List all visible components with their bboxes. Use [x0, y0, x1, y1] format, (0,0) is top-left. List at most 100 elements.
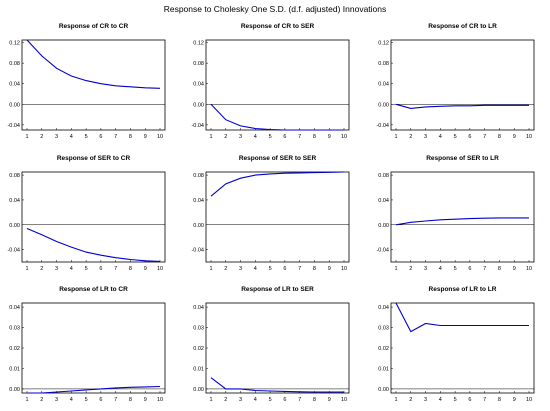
- y-tick-label: 0.00: [9, 387, 20, 393]
- irf-panel-5: Response of SER to SER -0.04 0.00 0.04 0.08 1…: [191, 155, 350, 272]
- x-tick-label: 2: [224, 134, 227, 140]
- x-tick-label: 1: [394, 397, 397, 403]
- x-tick-label: 6: [468, 397, 471, 403]
- x-tick-label: 1: [394, 134, 397, 140]
- y-tick-label: 0.04: [193, 82, 204, 88]
- x-tick-label: 10: [526, 266, 532, 272]
- x-tick-label: 3: [239, 134, 242, 140]
- figure-title: Response to Cholesky One S.D. (d.f. adju…: [163, 4, 387, 14]
- y-tick-label: 0.12: [193, 41, 204, 47]
- y-tick-label: 0.02: [378, 346, 389, 352]
- x-tick-label: 4: [70, 397, 73, 403]
- x-tick-label: 9: [328, 134, 331, 140]
- x-tick-label: 8: [313, 266, 316, 272]
- plot-frame: [21, 39, 166, 131]
- panel-title: Response of CR to SER: [241, 23, 315, 30]
- y-tick-label: 0.04: [9, 82, 20, 88]
- panel-title: Response of LR to LR: [429, 286, 497, 293]
- x-tick-label: 1: [25, 397, 28, 403]
- y-tick-label: 0.08: [9, 173, 20, 179]
- x-tick-label: 9: [513, 266, 516, 272]
- x-tick-label: 6: [283, 397, 286, 403]
- y-tick-label: 0.00: [193, 223, 204, 229]
- y-tick-label: -0.04: [7, 248, 20, 254]
- x-tick-label: 5: [85, 266, 88, 272]
- irf-panel-7: Response of LR to CR 0.00 0.01 0.02 0.03 0.04…: [9, 286, 166, 403]
- y-tick-label: 0.04: [9, 198, 20, 204]
- y-tick-label: 0.00: [193, 387, 204, 393]
- irf-panel-4: Response of SER to CR -0.04 0.00 0.04 0.08 1 2…: [7, 155, 166, 272]
- x-tick-label: 9: [144, 266, 147, 272]
- x-tick-label: 7: [483, 397, 486, 403]
- x-tick-label: 7: [298, 266, 301, 272]
- x-tick-label: 6: [283, 266, 286, 272]
- x-tick-label: 6: [283, 134, 286, 140]
- x-tick-label: 2: [409, 397, 412, 403]
- x-tick-label: 9: [144, 397, 147, 403]
- y-tick-label: -0.04: [7, 123, 20, 129]
- x-tick-label: 4: [254, 266, 257, 272]
- plot-frame: [21, 302, 166, 394]
- x-tick-label: 10: [341, 266, 347, 272]
- x-tick-label: 9: [513, 134, 516, 140]
- x-tick-label: 4: [254, 134, 257, 140]
- x-tick-label: 10: [157, 397, 163, 403]
- plot-frame: [390, 171, 535, 263]
- x-tick-label: 4: [70, 266, 73, 272]
- x-tick-label: 10: [526, 397, 532, 403]
- x-tick-label: 4: [439, 134, 442, 140]
- y-tick-label: 0.04: [378, 82, 389, 88]
- y-tick-label: 0.12: [378, 41, 389, 47]
- x-tick-label: 2: [224, 397, 227, 403]
- x-tick-label: 7: [114, 134, 117, 140]
- y-tick-label: 0.00: [9, 102, 20, 108]
- y-tick-label: 0.04: [9, 305, 20, 311]
- panel-title: Response of LR to SER: [241, 286, 314, 293]
- y-tick-label: -0.04: [376, 123, 389, 129]
- x-tick-label: 3: [239, 266, 242, 272]
- x-tick-label: 5: [269, 134, 272, 140]
- x-tick-label: 8: [129, 397, 132, 403]
- y-tick-label: 0.00: [193, 102, 204, 108]
- response-line: [395, 103, 529, 109]
- x-tick-label: 3: [239, 397, 242, 403]
- response-line: [26, 227, 161, 262]
- plot-frame: [21, 171, 166, 263]
- x-tick-label: 10: [157, 266, 163, 272]
- response-line: [210, 171, 345, 197]
- x-tick-label: 9: [144, 134, 147, 140]
- plot-frame: [390, 39, 535, 131]
- y-tick-label: 0.08: [378, 173, 389, 179]
- y-tick-label: 0.03: [9, 326, 20, 332]
- x-tick-label: 7: [114, 397, 117, 403]
- x-tick-label: 2: [40, 397, 43, 403]
- y-tick-label: 0.00: [378, 102, 389, 108]
- response-line: [210, 103, 344, 131]
- x-tick-label: 10: [526, 134, 532, 140]
- panel-title: Response of CR to LR: [428, 23, 497, 30]
- y-tick-label: 0.04: [193, 305, 204, 311]
- y-tick-label: 0.08: [378, 61, 389, 67]
- x-tick-label: 1: [25, 134, 28, 140]
- x-tick-label: 6: [99, 397, 102, 403]
- x-tick-label: 6: [99, 266, 102, 272]
- x-tick-label: 3: [55, 397, 58, 403]
- y-tick-label: 0.12: [9, 41, 20, 47]
- panel-title: Response of SER to SER: [239, 155, 317, 162]
- x-tick-label: 9: [328, 266, 331, 272]
- response-line: [395, 302, 529, 333]
- x-tick-label: 6: [468, 266, 471, 272]
- irf-panel-9: Response of LR to LR 0.00 0.01 0.02 0.03 0.04…: [378, 286, 535, 403]
- y-tick-label: -0.04: [191, 248, 204, 254]
- x-tick-label: 4: [439, 397, 442, 403]
- plot-frame: [205, 39, 350, 131]
- y-tick-label: 0.04: [378, 198, 389, 204]
- y-tick-label: 0.01: [193, 366, 204, 372]
- x-tick-label: 9: [513, 397, 516, 403]
- y-tick-label: 0.08: [193, 61, 204, 67]
- irf-panel-6: Response of SER to LR -0.04 0.00 0.04 0.08 1 2…: [376, 155, 535, 272]
- x-tick-label: 4: [70, 134, 73, 140]
- y-tick-label: 0.03: [378, 326, 389, 332]
- y-tick-label: 0.08: [193, 173, 204, 179]
